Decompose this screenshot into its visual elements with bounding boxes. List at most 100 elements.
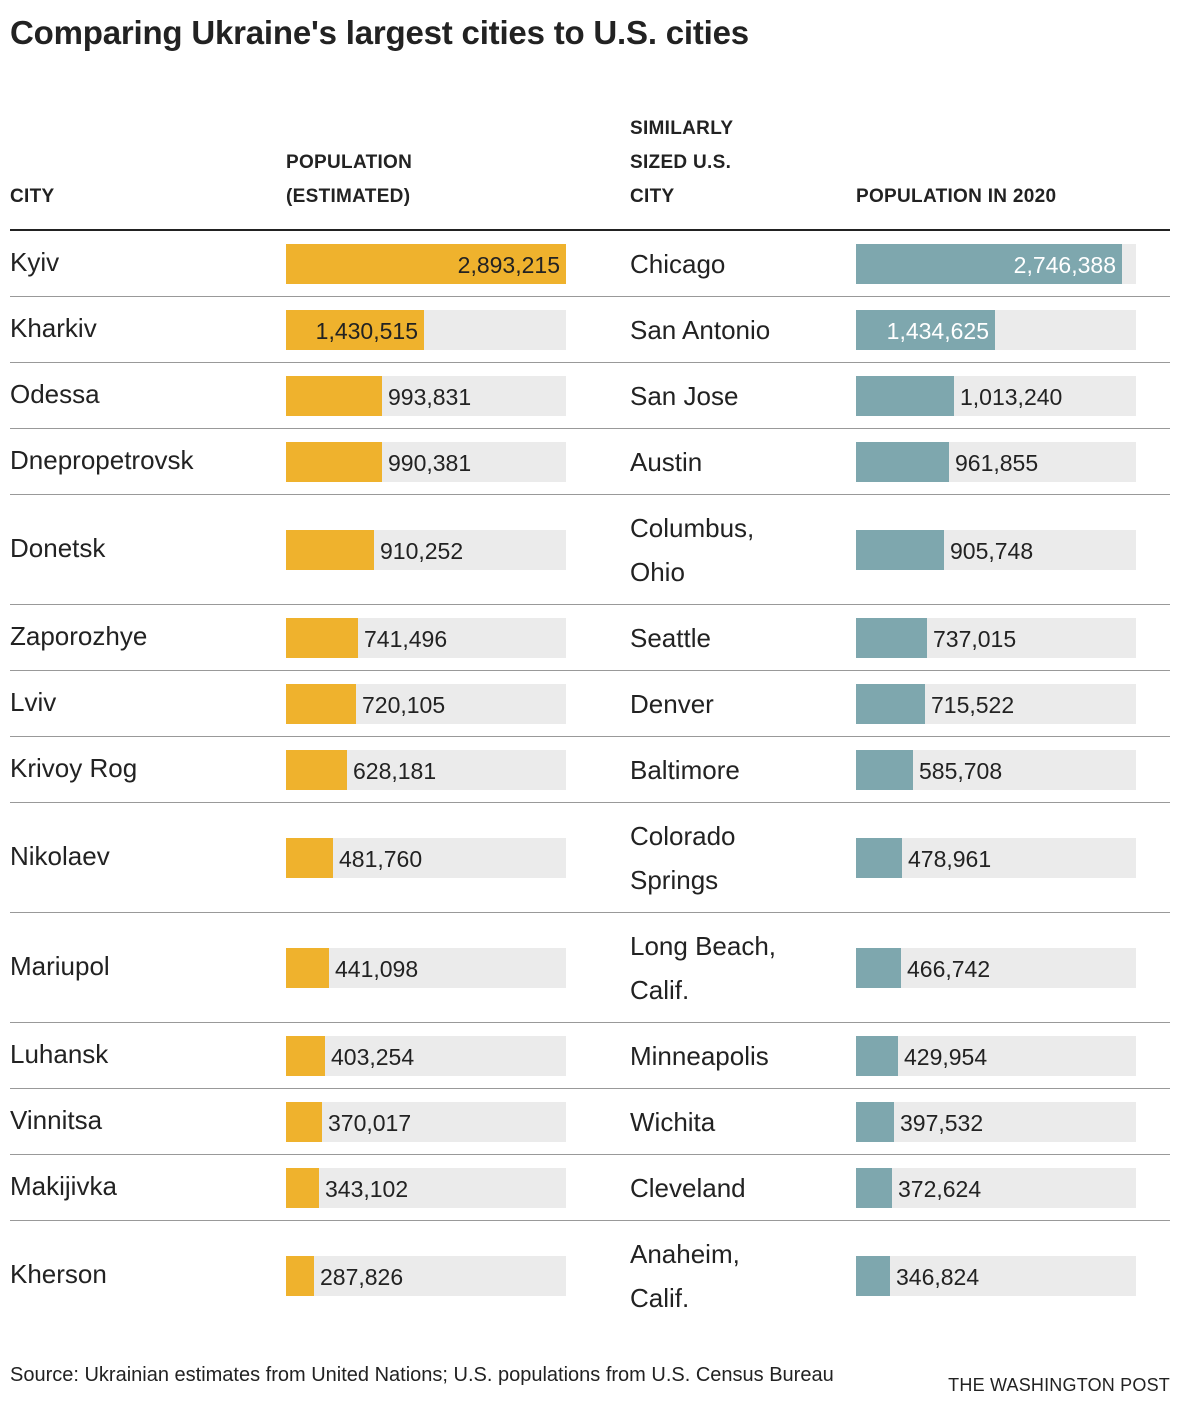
city-name: Odessa [10, 379, 100, 409]
us-population-value: 585,708 [919, 758, 1003, 784]
header-population-2020: POPULATION IN 2020 [856, 186, 1057, 207]
us-city-name: Seattle [630, 616, 830, 660]
row-divider [10, 428, 1170, 429]
ua-population-value: 741,496 [364, 626, 448, 652]
row-divider [10, 1022, 1170, 1023]
ua-population-track: 2,893,215 [286, 244, 566, 284]
table-row: Lviv Denver 720,105 715,522 [10, 671, 1170, 737]
us-city-name-line: Columbus, [630, 513, 755, 543]
us-population-track: 1,013,240 [856, 376, 1136, 416]
ua-population-track: 441,098 [286, 948, 566, 988]
us-city-name: Long Beach, Calif. [630, 924, 830, 1012]
ua-population-value: 628,181 [353, 758, 437, 784]
us-city-name: Austin [630, 440, 830, 484]
us-population-bar [856, 618, 927, 658]
us-population-value: 961,855 [955, 450, 1039, 476]
source-note: Source: Ukrainian estimates from United … [10, 1364, 834, 1386]
us-city-name-line: Anaheim, [630, 1239, 740, 1269]
row-divider [10, 362, 1170, 363]
header-city: CITY [10, 186, 55, 207]
ua-population-track: 720,105 [286, 684, 566, 724]
us-city-name-line: Wichita [630, 1107, 716, 1137]
us-population-value: 466,742 [907, 956, 991, 982]
us-city-name-line: Chicago [630, 249, 726, 279]
header-similar-city: SIMILARLY SIZED U.S. CITY [630, 112, 733, 214]
us-population-bar [856, 750, 913, 790]
ua-population-value: 910,252 [380, 538, 464, 564]
table-row: Nikolaev Colorado Springs 481,760 478,961 [10, 803, 1170, 913]
city-name: Kherson [10, 1259, 107, 1289]
us-population-value: 478,961 [908, 846, 992, 872]
us-city-name-line: Denver [630, 689, 714, 719]
us-city-name: Minneapolis [630, 1034, 830, 1078]
table-row: Dnepropetrovsk Austin 990,381 961,855 [10, 429, 1170, 495]
row-divider [10, 1088, 1170, 1089]
us-city-name-line: San Antonio [630, 315, 771, 345]
table-row: Kherson Anaheim, Calif. 287,826 346,824 [10, 1221, 1170, 1331]
ua-population-bar [286, 750, 347, 790]
table-row: Kharkiv San Antonio 1,430,515 1,434,625 [10, 297, 1170, 363]
us-city-name: Chicago [630, 242, 830, 286]
ua-population-track: 370,017 [286, 1102, 566, 1142]
ua-population-bar [286, 442, 382, 482]
us-population-value: 905,748 [950, 538, 1034, 564]
us-population-track: 2,746,388 [856, 244, 1136, 284]
header-rule [10, 229, 1170, 231]
header-similar-city-line-2: SIZED U.S. [630, 152, 732, 173]
city-name: Makijivka [10, 1171, 117, 1201]
us-population-track: 1,434,625 [856, 310, 1136, 350]
us-city-name-line: Springs [630, 865, 719, 895]
ua-population-bar [286, 310, 424, 350]
table-row: Kyiv Chicago 2,893,215 2,746,388 [10, 231, 1170, 297]
us-population-track: 737,015 [856, 618, 1136, 658]
ua-population-track: 481,760 [286, 838, 566, 878]
ua-population-track: 628,181 [286, 750, 566, 790]
ua-population-track: 403,254 [286, 1036, 566, 1076]
row-divider [10, 802, 1170, 803]
city-name: Donetsk [10, 533, 106, 563]
ua-population-track: 741,496 [286, 618, 566, 658]
city-name: Kyiv [10, 247, 60, 277]
us-city-name: Denver [630, 682, 830, 726]
us-population-value: 715,522 [931, 692, 1015, 718]
ua-population-value: 1,430,515 [315, 318, 418, 344]
table-row: Donetsk Columbus, Ohio 910,252 905,748 [10, 495, 1170, 605]
ua-population-bar [286, 948, 329, 988]
us-population-bar [856, 1256, 890, 1296]
us-city-name-line: San Jose [630, 381, 739, 411]
row-divider [10, 670, 1170, 671]
table-row: Krivoy Rog Baltimore 628,181 585,708 [10, 737, 1170, 803]
us-city-name: Wichita [630, 1100, 830, 1144]
ua-population-value: 370,017 [328, 1110, 412, 1136]
us-city-name: Anaheim, Calif. [630, 1232, 830, 1320]
city-name: Mariupol [10, 951, 110, 981]
us-population-bar [856, 310, 995, 350]
ua-population-track: 287,826 [286, 1256, 566, 1296]
us-city-name-line: Cleveland [630, 1173, 746, 1203]
city-name: Krivoy Rog [10, 753, 138, 783]
us-population-value: 2,746,388 [1013, 252, 1116, 278]
city-name: Zaporozhye [10, 621, 148, 651]
us-population-track: 466,742 [856, 948, 1136, 988]
us-population-track: 429,954 [856, 1036, 1136, 1076]
us-city-name-line: Minneapolis [630, 1041, 769, 1071]
us-city-name-line: Calif. [630, 1283, 690, 1313]
ua-population-value: 481,760 [339, 846, 423, 872]
ua-population-bar [286, 244, 566, 284]
us-city-name-line: Calif. [630, 975, 690, 1005]
city-name: Nikolaev [10, 841, 110, 871]
us-population-track: 346,824 [856, 1256, 1136, 1296]
us-population-track: 961,855 [856, 442, 1136, 482]
ua-population-track: 993,831 [286, 376, 566, 416]
city-name: Vinnitsa [10, 1105, 103, 1135]
us-city-name: Columbus, Ohio [630, 506, 830, 594]
table-row: Makijivka Cleveland 343,102 372,624 [10, 1155, 1170, 1221]
ua-population-bar [286, 1102, 322, 1142]
us-population-track: 715,522 [856, 684, 1136, 724]
us-city-name-line: Austin [630, 447, 703, 477]
ua-population-track: 343,102 [286, 1168, 566, 1208]
us-population-value: 1,013,240 [960, 384, 1063, 410]
ua-population-track: 990,381 [286, 442, 566, 482]
ua-population-value: 2,893,215 [457, 252, 560, 278]
us-city-name: Colorado Springs [630, 814, 830, 902]
